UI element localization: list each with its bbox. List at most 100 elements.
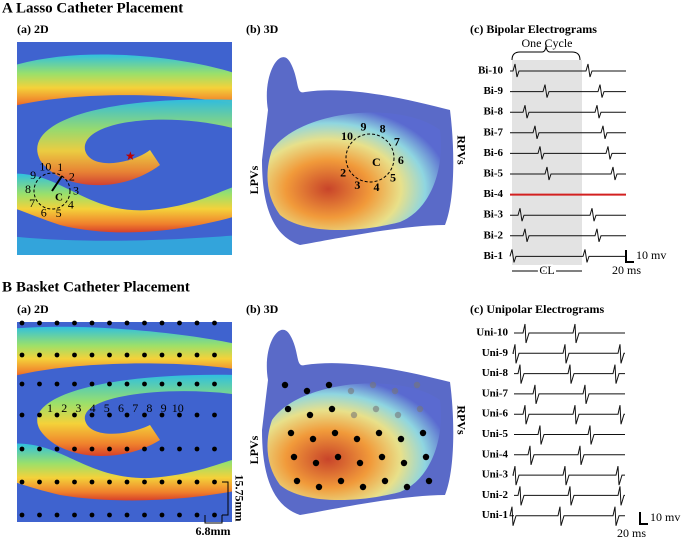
cl-label: CL — [539, 263, 554, 277]
map-2d — [17, 322, 232, 522]
voltage-scale: 10 mv — [636, 248, 666, 262]
basket-electrode — [403, 483, 411, 491]
basket-electrode — [212, 352, 217, 358]
panel-letter: A — [2, 0, 13, 16]
channel-label: Bi-5 — [483, 168, 503, 180]
electrode-label: 9 — [161, 401, 167, 415]
basket-electrode — [124, 412, 130, 418]
electrogram-trace — [510, 208, 626, 222]
time-scale: 20 ms — [612, 263, 641, 277]
basket-electrode — [124, 381, 130, 387]
electrode-label: 1 — [57, 160, 63, 174]
basket-electrode — [284, 405, 292, 413]
basket-electrode — [107, 479, 112, 485]
basket-electrode — [37, 412, 42, 418]
time-scale: 20 ms — [617, 526, 646, 540]
channel-label: Bi-4 — [483, 188, 503, 200]
channel-label: Bi-7 — [483, 126, 503, 138]
subpanel-label: (b) 3D — [246, 302, 279, 316]
subpanel-label: (c) Bipolar Electrograms — [470, 22, 597, 36]
subpanel-label: (a) 2D — [17, 22, 49, 36]
basket-electrode — [159, 320, 165, 326]
basket-electrode — [72, 412, 77, 418]
basket-electrode — [142, 352, 147, 358]
channel-label: Bi-1 — [483, 250, 503, 262]
basket-electrode — [212, 446, 217, 452]
basket-electrode — [142, 446, 147, 452]
electrode-label: 7 — [132, 401, 138, 415]
basket-electrode — [369, 381, 377, 389]
basket-electrode — [325, 381, 333, 389]
electrogram-trace — [510, 63, 626, 78]
lpv-label: LPVs — [247, 435, 261, 464]
basket-electrode — [212, 412, 217, 418]
basket-electrode — [212, 320, 217, 326]
basket-electrode — [107, 352, 112, 358]
electrode-label: 7 — [394, 134, 400, 148]
basket-electrode — [159, 412, 165, 418]
basket-electrode — [54, 479, 60, 485]
basket-electrode — [54, 320, 60, 326]
basket-electrode — [159, 381, 165, 387]
basket-electrode — [107, 512, 112, 518]
electrogram-trace — [514, 323, 625, 344]
basket-electrode — [290, 453, 298, 461]
channel-label: Bi-3 — [483, 209, 503, 221]
basket-electrode — [212, 479, 217, 485]
electrode-label: 3 — [354, 178, 360, 192]
channel-label: Bi-8 — [483, 106, 503, 118]
basket-electrode — [19, 320, 25, 326]
electrogram-trace — [509, 249, 626, 263]
basket-electrode — [72, 320, 77, 326]
basket-electrode — [378, 453, 386, 461]
tip-marker: ★ — [125, 149, 136, 163]
subpanel-label: (b) 3D — [246, 22, 279, 36]
basket-electrode — [107, 320, 112, 326]
electrode-label: 4 — [68, 198, 74, 212]
basket-electrode — [353, 435, 361, 443]
row-spacing: 15.75mm — [232, 475, 246, 522]
basket-electrode — [37, 320, 42, 326]
basket-electrode — [124, 512, 130, 518]
electrogram-trace — [510, 228, 626, 242]
rpv-label: RPVs — [454, 405, 468, 435]
map-2d — [17, 42, 232, 255]
basket-electrode — [194, 352, 200, 358]
basket-electrode — [19, 479, 25, 485]
basket-electrode — [107, 381, 112, 387]
electrode-label: 5 — [390, 170, 396, 184]
basket-electrode — [303, 387, 311, 395]
basket-electrode — [159, 352, 165, 358]
basket-electrode — [309, 435, 317, 443]
electrode-label: 4 — [90, 401, 96, 415]
channel-label: Uni-8 — [482, 367, 509, 379]
basket-electrode — [89, 446, 95, 452]
electrode-label: 5 — [104, 401, 110, 415]
electrode-label: 9 — [361, 119, 367, 133]
basket-electrode — [419, 429, 427, 437]
panel-title: Lasso Catheter Placement — [16, 0, 183, 16]
panel-letter: B — [2, 279, 12, 295]
basket-electrode — [177, 479, 182, 485]
basket-electrode — [194, 381, 200, 387]
electrogram-trace — [510, 84, 626, 98]
cycle-label: One Cycle — [522, 36, 573, 50]
electrode-label: 10 — [39, 160, 51, 174]
basket-electrode — [89, 479, 95, 485]
panel-title: Basket Catheter Placement — [16, 279, 190, 295]
basket-electrode — [381, 477, 389, 485]
electrogram-trace — [510, 125, 626, 139]
basket-electrode — [397, 435, 405, 443]
basket-electrode — [391, 387, 399, 395]
basket-electrode — [359, 483, 367, 491]
electrogram-trace — [510, 105, 626, 119]
basket-electrode — [331, 429, 339, 437]
electrode-label: 10 — [341, 129, 353, 143]
basket-electrode — [124, 479, 130, 485]
basket-electrode — [142, 479, 147, 485]
electrogram-trace — [509, 506, 625, 526]
col-spacing: 6.8mm — [196, 524, 231, 538]
electrogram-trace — [514, 405, 625, 425]
basket-electrode — [37, 381, 42, 387]
channel-label: Bi-2 — [483, 229, 503, 241]
